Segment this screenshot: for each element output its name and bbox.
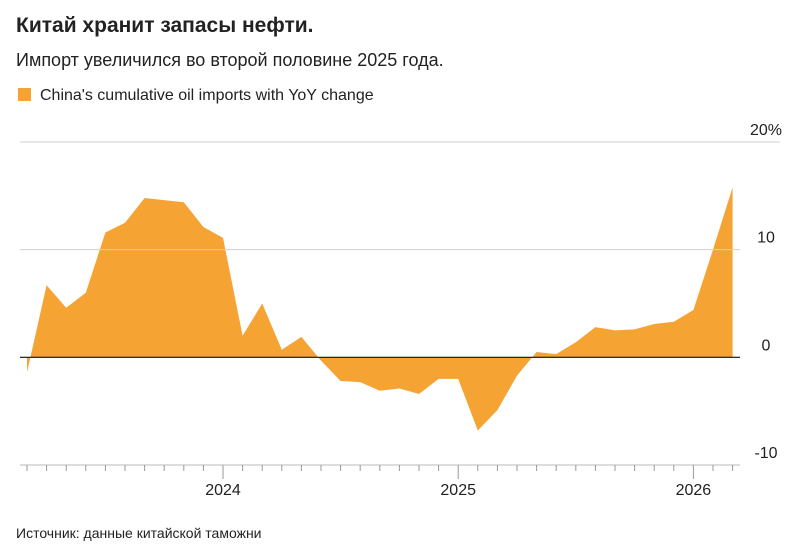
y-tick-label: 0 [762,337,771,354]
y-tick-label: 20% [750,122,782,139]
chart-title: Китай хранит запасы нефти. [16,14,313,37]
legend-label: China's cumulative oil imports with YoY … [40,87,374,104]
x-tick-label: 2025 [440,482,476,499]
source-note: Источник: данные китайской таможни [16,525,262,541]
x-tick-label: 2024 [205,482,241,499]
legend-swatch [18,88,31,101]
area [27,187,733,431]
chart-subtitle: Импорт увеличился во второй половине 202… [16,50,444,70]
x-tick-label: 2026 [676,482,712,499]
y-tick-label: 10 [757,230,775,247]
y-tick-label: -10 [754,445,777,462]
